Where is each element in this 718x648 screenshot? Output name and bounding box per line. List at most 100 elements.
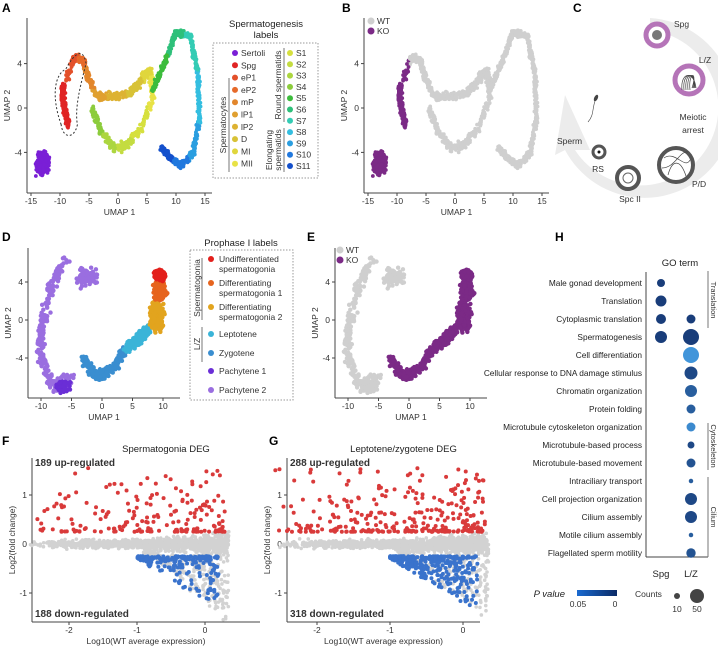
umap-point bbox=[157, 71, 161, 76]
umap-point bbox=[147, 106, 152, 111]
umap-point bbox=[122, 93, 127, 98]
umap-point bbox=[533, 84, 538, 88]
y-tick-label: 0 bbox=[18, 315, 23, 325]
umap-point bbox=[534, 74, 538, 79]
umap-point bbox=[433, 117, 438, 121]
umap-point bbox=[185, 156, 190, 161]
umap-point bbox=[378, 167, 383, 172]
umap-point bbox=[378, 152, 383, 157]
legend-label: S2 bbox=[296, 59, 307, 69]
umap-point bbox=[525, 150, 529, 155]
umap-point bbox=[113, 96, 118, 101]
umap-point bbox=[472, 132, 476, 137]
umap-point bbox=[508, 38, 513, 43]
umap-point bbox=[49, 373, 54, 379]
umap-point bbox=[383, 163, 388, 168]
x-tick-label: -15 bbox=[362, 196, 375, 206]
umap-point bbox=[109, 367, 114, 372]
umap-point bbox=[452, 90, 456, 95]
umap-point bbox=[42, 314, 47, 320]
umap-point bbox=[494, 71, 498, 76]
umap-point bbox=[116, 353, 121, 359]
umap-point bbox=[99, 95, 103, 100]
umap-point bbox=[380, 158, 385, 163]
legend-label: S3 bbox=[296, 71, 307, 81]
umap-point bbox=[402, 117, 407, 122]
umap-point bbox=[194, 64, 199, 69]
x-tick-label: 0 bbox=[116, 196, 121, 206]
legend-label: D bbox=[241, 134, 247, 144]
umap-point bbox=[180, 32, 185, 37]
x-tick-label: -5 bbox=[68, 401, 76, 411]
legend-swatch bbox=[232, 86, 238, 93]
umap-point bbox=[113, 364, 119, 369]
x-tick-label: -10 bbox=[391, 196, 404, 206]
legend-label: S6 bbox=[296, 105, 307, 115]
umap-point bbox=[39, 338, 44, 344]
umap-point bbox=[197, 93, 202, 98]
umap-point bbox=[517, 32, 522, 37]
umap-point bbox=[97, 129, 102, 134]
umap-point bbox=[441, 132, 446, 137]
umap-point bbox=[61, 83, 66, 88]
umap-point bbox=[66, 125, 70, 130]
group-label-elongating: Elongating bbox=[264, 130, 274, 170]
umap-point bbox=[64, 78, 69, 83]
umap-point bbox=[131, 138, 135, 143]
umap-point bbox=[192, 151, 197, 156]
umap-point bbox=[530, 58, 535, 62]
rs-nucleus bbox=[597, 150, 601, 154]
x-tick-label: 15 bbox=[200, 196, 210, 206]
umap-point bbox=[79, 284, 85, 289]
umap-point bbox=[33, 174, 38, 178]
x-tick-label: -15 bbox=[25, 196, 38, 206]
umap-point bbox=[456, 91, 461, 96]
stage-label-pd: P/D bbox=[692, 179, 706, 189]
umap-point bbox=[510, 35, 515, 40]
umap-point bbox=[497, 148, 502, 153]
umap-point bbox=[122, 144, 127, 149]
stage-label-spg: Spg bbox=[674, 19, 689, 29]
umap-point bbox=[484, 101, 489, 106]
umap-point bbox=[428, 106, 433, 111]
umap-point bbox=[182, 159, 187, 164]
umap-point bbox=[137, 81, 141, 86]
legend-swatch bbox=[287, 151, 293, 158]
umap-point bbox=[173, 35, 178, 40]
x-tick-label: 0 bbox=[100, 401, 105, 411]
umap-point bbox=[474, 81, 478, 86]
umap-point bbox=[197, 96, 201, 101]
y-tick-label: 4 bbox=[17, 59, 22, 69]
umap-point bbox=[459, 144, 464, 149]
umap-point bbox=[67, 259, 72, 264]
umap-point bbox=[459, 93, 464, 98]
legend-swatch bbox=[287, 106, 293, 113]
umap-point bbox=[125, 340, 130, 346]
legend-swatch bbox=[287, 50, 293, 56]
x-tick-label: 10 bbox=[158, 401, 168, 411]
umap-point bbox=[94, 275, 99, 280]
legend-label: eP1 bbox=[241, 73, 256, 83]
legend-swatch bbox=[232, 136, 238, 143]
umap-point bbox=[449, 143, 454, 148]
umap-point bbox=[118, 143, 123, 148]
legend-box bbox=[212, 42, 319, 179]
umap-point bbox=[88, 265, 94, 270]
umap-point bbox=[177, 160, 182, 164]
umap-point bbox=[135, 132, 139, 137]
umap-point bbox=[168, 47, 172, 52]
legend-swatch bbox=[287, 83, 293, 90]
umap-point bbox=[98, 369, 103, 375]
umap-point bbox=[69, 69, 74, 74]
umap-point bbox=[65, 117, 70, 122]
umap-point bbox=[475, 127, 480, 131]
legend-label: S9 bbox=[296, 138, 307, 148]
umap-point bbox=[46, 163, 51, 168]
umap-point bbox=[141, 117, 146, 122]
umap-point bbox=[43, 158, 48, 163]
umap-point bbox=[192, 50, 197, 54]
y-tick-label: 0 bbox=[17, 103, 22, 113]
umap-point bbox=[90, 81, 95, 85]
